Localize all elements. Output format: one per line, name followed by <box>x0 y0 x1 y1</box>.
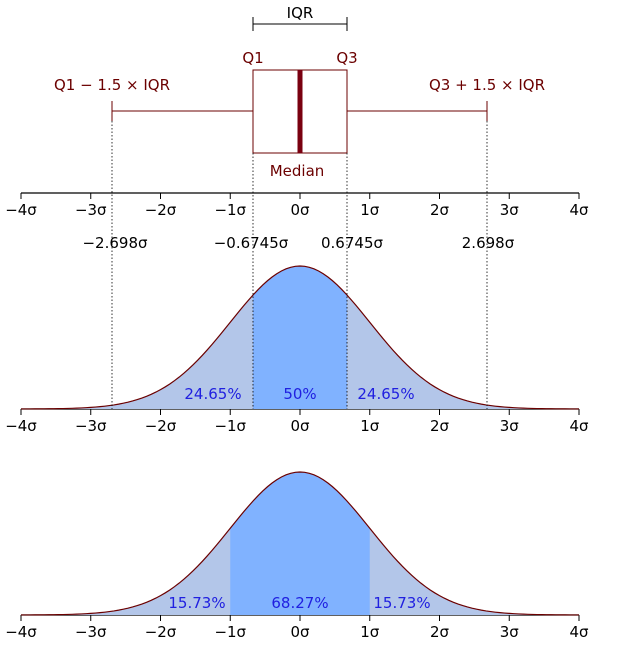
axis-tick-label: 1σ <box>360 201 380 219</box>
axis-tick-label: 3σ <box>500 201 520 219</box>
axis-tick-label: 2σ <box>430 623 450 641</box>
axis-tick-label: −2σ <box>145 201 177 219</box>
normal-curve-one-sigma <box>20 471 580 616</box>
axis-tick-label: −1σ <box>214 417 246 435</box>
iqr-label: IQR <box>287 4 314 22</box>
axis-tick-label: −2σ <box>145 417 177 435</box>
axis-tick-label: 2σ <box>430 201 450 219</box>
axis-bottom: −4σ −3σ −2σ −1σ 0σ 1σ 2σ 3σ 4σ <box>5 614 589 641</box>
percent-right-tail-sigma: 15.73% <box>373 594 430 612</box>
lower-fence-label: Q1 − 1.5 × IQR <box>54 76 170 94</box>
axis-middle: −4σ −3σ −2σ −1σ 0σ 1σ 2σ 3σ 4σ <box>5 408 589 435</box>
iqr-bracket <box>252 17 348 31</box>
percent-right-tail-quartiles: 24.65% <box>357 385 414 403</box>
axis-tick-label: 1σ <box>360 417 380 435</box>
axis-tick-label: −3σ <box>75 417 107 435</box>
axis-tick-label: 4σ <box>569 201 589 219</box>
axis-tick-label: −1σ <box>214 623 246 641</box>
axis-tick-label: 4σ <box>569 417 589 435</box>
median-line <box>297 70 303 153</box>
central-region <box>252 266 348 409</box>
axis-tick-label: −3σ <box>75 201 107 219</box>
quantile-label-lower-fence: −2.698σ <box>82 234 148 252</box>
quantile-guides <box>111 121 488 409</box>
axis-tick-label: −4σ <box>5 201 37 219</box>
axis-tick-label: 3σ <box>500 417 520 435</box>
percent-left-tail-quartiles: 24.65% <box>184 385 241 403</box>
q1-label: Q1 <box>242 49 263 67</box>
axis-tick-label: 2σ <box>430 417 450 435</box>
curve-outline <box>20 471 580 616</box>
axis-tick-label: 0σ <box>290 623 310 641</box>
axis-tick-label: −4σ <box>5 417 37 435</box>
quantile-label-q1: −0.6745σ <box>214 234 289 252</box>
quantile-label-upper-fence: 2.698σ <box>462 234 515 252</box>
axis-tick-label: −2σ <box>145 623 177 641</box>
curve-outline <box>20 265 580 410</box>
q3-label: Q3 <box>336 49 357 67</box>
axis-tick-label: −1σ <box>214 201 246 219</box>
axis-tick-label: 1σ <box>360 623 380 641</box>
normal-curve-quartiles <box>20 265 580 410</box>
central-region <box>230 472 370 615</box>
axis-tick-label: 4σ <box>569 623 589 641</box>
percent-center-quartiles: 50% <box>283 385 316 403</box>
quantile-label-q3: 0.6745σ <box>321 234 383 252</box>
axis-tick-label: 3σ <box>500 623 520 641</box>
median-label: Median <box>270 162 325 180</box>
axis-tick-label: −4σ <box>5 623 37 641</box>
axis-tick-label: −3σ <box>75 623 107 641</box>
axis-top: −4σ −3σ −2σ −1σ 0σ 1σ 2σ 3σ 4σ <box>5 192 589 219</box>
axis-tick-label: 0σ <box>290 417 310 435</box>
axis-tick-label: 0σ <box>290 201 310 219</box>
percent-left-tail-sigma: 15.73% <box>168 594 225 612</box>
upper-fence-label: Q3 + 1.5 × IQR <box>429 76 545 94</box>
percent-center-sigma: 68.27% <box>271 594 328 612</box>
